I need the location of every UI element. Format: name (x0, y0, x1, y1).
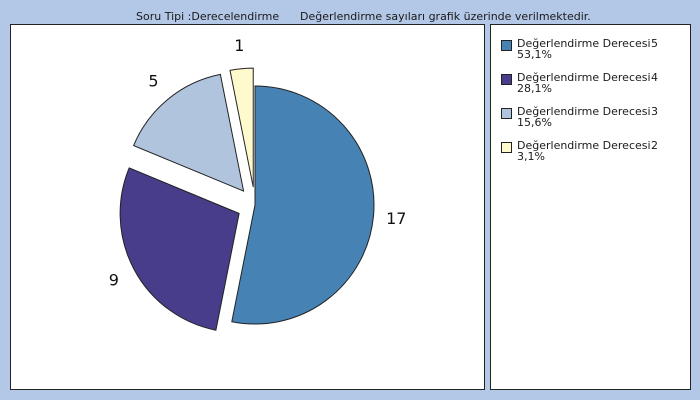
pie-slice-1 (231, 85, 375, 325)
pie-slice-3 (132, 73, 245, 192)
question-type-label: Soru Tipi :Derecelendirme (136, 10, 280, 23)
legend-item-2: Değerlendirme Derecesi 2 3,1% (501, 139, 686, 169)
legend-panel: Değerlendirme Derecesi 5 53,1% Değerlend… (490, 24, 691, 390)
legend-swatch (501, 40, 512, 51)
legend-item-5: Değerlendirme Derecesi 5 53,1% (501, 37, 686, 67)
legend-label: Değerlendirme Derecesi (517, 71, 651, 84)
slice-data-label: 5 (148, 71, 158, 90)
legend-item-4: Değerlendirme Derecesi 4 28,1% (501, 71, 686, 101)
pie-slice-4 (229, 67, 254, 188)
legend-percent: 15,6% (517, 116, 552, 129)
pie-chart-panel: 17 9 5 1 (10, 24, 485, 390)
legend-percent: 53,1% (517, 48, 552, 61)
legend-value: 4 (651, 71, 658, 84)
legend-swatch (501, 74, 512, 85)
slice-data-label: 1 (234, 36, 244, 55)
legend-percent: 28,1% (517, 82, 552, 95)
pie-chart: 17 9 5 1 (109, 36, 406, 331)
slice-data-label: 17 (386, 209, 406, 228)
chart-note: Değerlendirme sayıları grafik üzerinde v… (300, 10, 591, 23)
legend-label: Değerlendirme Derecesi (517, 105, 651, 118)
slice-data-label: 9 (109, 270, 119, 289)
pie-slice-2 (119, 167, 240, 331)
chart-header: Soru Tipi :Derecelendirme Değerlendirme … (0, 10, 700, 26)
legend-swatch (501, 108, 512, 119)
legend-value: 2 (651, 139, 658, 152)
legend-swatch (501, 142, 512, 153)
legend-label: Değerlendirme Derecesi (517, 37, 651, 50)
legend-percent: 3,1% (517, 150, 545, 163)
legend-value: 3 (651, 105, 658, 118)
legend-label: Değerlendirme Derecesi (517, 139, 651, 152)
legend-value: 5 (651, 37, 658, 50)
legend-item-3: Değerlendirme Derecesi 3 15,6% (501, 105, 686, 135)
